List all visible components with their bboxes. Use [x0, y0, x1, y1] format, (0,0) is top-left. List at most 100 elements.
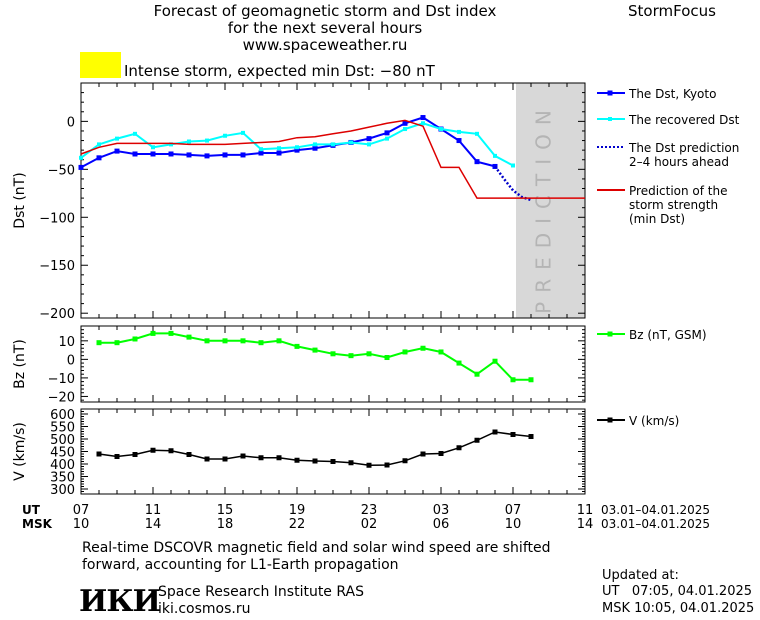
msk-date-range: 03.01–04.01.2025 — [601, 517, 710, 531]
legend-dst-kyoto-marker — [607, 90, 613, 96]
data-point — [240, 338, 246, 344]
data-point — [384, 462, 390, 468]
data-point — [168, 151, 174, 157]
data-point — [259, 147, 263, 152]
data-point — [511, 163, 515, 168]
shift-note-line1: Real-time DSCOVR magnetic field and sola… — [82, 540, 551, 556]
data-point — [240, 453, 246, 459]
data-point — [186, 452, 192, 457]
data-point — [474, 371, 480, 377]
data-point — [366, 462, 372, 468]
data-point — [258, 455, 264, 461]
data-point — [132, 336, 138, 342]
series-line-4 — [80, 119, 585, 199]
data-point — [186, 334, 192, 340]
chart-title-line2: for the next several hours — [227, 19, 423, 37]
data-point — [331, 142, 335, 147]
y-axis-title: Bz (nT) — [12, 339, 28, 389]
data-point — [420, 115, 426, 121]
legend-storm-strength-text: (min Dst) — [629, 212, 685, 226]
data-point — [96, 155, 102, 161]
ut-tick-label: 15 — [217, 503, 234, 518]
data-point — [456, 445, 462, 451]
data-point — [420, 345, 426, 351]
data-point — [114, 148, 120, 154]
data-point — [402, 349, 408, 355]
shift-note-line2: forward, accounting for L1-Earth propaga… — [82, 557, 399, 573]
legend-v-text: V (km/s) — [629, 414, 679, 428]
data-point — [132, 151, 138, 157]
ut-tick-label: 23 — [361, 503, 378, 518]
data-point — [186, 152, 192, 158]
y-axis-title: Dst (nT) — [12, 172, 28, 228]
data-point — [132, 452, 138, 457]
data-point — [276, 150, 282, 156]
data-point — [313, 142, 317, 147]
msk-tick-label: 02 — [361, 517, 378, 532]
data-point — [384, 355, 390, 361]
y-tick-label: 400 — [50, 458, 75, 473]
iki-logo: ИКИ — [79, 584, 161, 619]
series-line-1 — [80, 116, 496, 169]
y-tick-label: 0 — [67, 115, 75, 130]
legend-dst-prediction-text: 2–4 hours ahead — [629, 155, 729, 169]
panel-frame — [80, 82, 586, 319]
data-point — [222, 456, 228, 462]
series-line-2 — [80, 122, 514, 167]
legend-bz-marker — [607, 331, 613, 337]
y-tick-label: 550 — [50, 421, 75, 436]
data-point — [150, 330, 156, 336]
legend: The Dst, Kyoto The recovered Dst The Dst p… — [597, 87, 740, 428]
data-point — [276, 455, 282, 461]
y-tick-label: −100 — [39, 211, 75, 226]
y-tick-label: 300 — [50, 483, 75, 498]
updated-msk: MSK 10:05, 04.01.2025 — [602, 601, 755, 616]
data-point — [151, 145, 155, 150]
y-axis-title: V (km/s) — [12, 422, 28, 481]
data-point — [204, 153, 210, 159]
ut-tick-label: 07 — [73, 503, 90, 518]
msk-tick-label: 14 — [577, 517, 594, 532]
ut-label: UT — [22, 503, 41, 517]
data-point — [223, 133, 227, 138]
legend-storm-strength-text: storm strength — [629, 198, 718, 212]
ut-tick-label: 19 — [289, 503, 306, 518]
data-point — [79, 155, 83, 160]
data-point — [349, 140, 353, 145]
data-point — [438, 451, 444, 456]
data-point — [348, 353, 354, 359]
ut-tick-label: 11 — [577, 503, 594, 518]
data-point — [169, 142, 173, 147]
bz-panel: 10 0 −10 −20 Bz (nT) — [12, 325, 586, 405]
data-point — [150, 447, 156, 453]
data-point — [456, 138, 462, 144]
data-point — [277, 146, 281, 151]
data-point — [97, 142, 101, 147]
legend-dst-prediction-text: The Dst prediction — [628, 141, 739, 155]
msk-tick-label: 18 — [217, 517, 234, 532]
msk-tick-label: 22 — [289, 517, 306, 532]
updated-ut: UT 07:05, 04.01.2025 — [602, 584, 753, 599]
source-url[interactable]: www.spaceweather.ru — [242, 36, 408, 54]
legend-storm-strength-text: Prediction of the — [629, 184, 728, 198]
data-point — [492, 429, 498, 435]
y-tick-label: 10 — [58, 335, 75, 350]
y-tick-label: −20 — [48, 390, 75, 405]
data-point — [133, 131, 137, 136]
data-point — [222, 338, 228, 344]
y-tick-label: −200 — [39, 307, 75, 322]
y-tick-label: 350 — [50, 471, 75, 486]
ut-tick-label: 03 — [433, 503, 450, 518]
data-point — [385, 136, 389, 141]
chart-title-line1: Forecast of geomagnetic storm and Dst in… — [153, 2, 497, 20]
institute-site[interactable]: iki.cosmos.ru — [158, 601, 251, 617]
data-point — [114, 454, 120, 459]
data-point — [330, 351, 336, 357]
data-point — [348, 460, 354, 466]
data-point — [438, 349, 444, 355]
data-point — [492, 358, 498, 364]
data-point — [204, 456, 210, 462]
